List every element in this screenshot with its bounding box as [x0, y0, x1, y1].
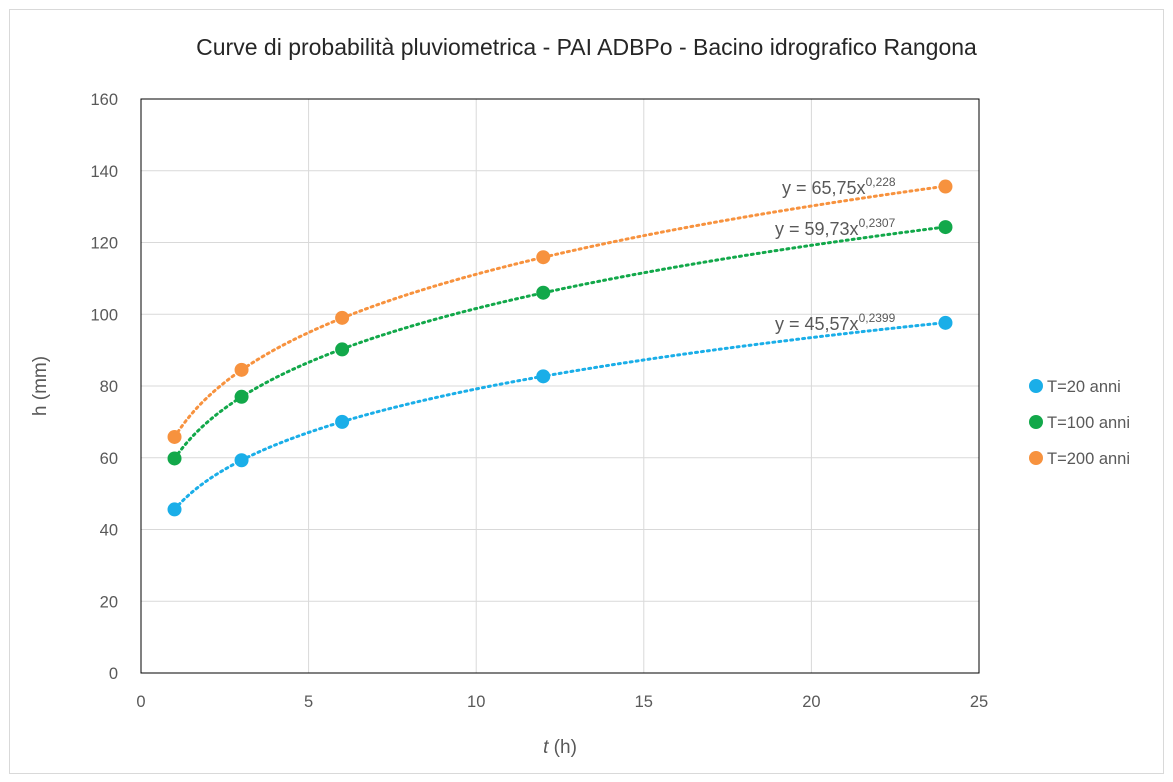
data-point	[167, 451, 182, 466]
legend-marker	[1029, 415, 1043, 429]
legend-label: T=20 anni	[1047, 378, 1121, 396]
data-point	[536, 285, 551, 300]
data-point	[335, 342, 350, 357]
legend-marker	[1029, 451, 1043, 465]
y-tick-label: 140	[90, 163, 118, 181]
equation-exponent: 0,2399	[859, 311, 896, 325]
trendline	[173, 321, 947, 512]
equation-base: y = 59,73x	[775, 219, 859, 239]
equation-exponent: 0,2307	[859, 216, 896, 230]
trendline	[173, 225, 947, 461]
y-tick-label: 40	[100, 522, 118, 540]
trendline	[173, 184, 947, 439]
trendline-equation: y = 45,57x0,2399	[775, 311, 896, 334]
equation-exponent: 0,228	[866, 175, 896, 189]
trendline-equation: y = 59,73x0,2307	[775, 216, 896, 239]
y-tick-label: 160	[90, 91, 118, 109]
x-tick-label: 0	[136, 693, 145, 711]
trendlines	[173, 184, 947, 512]
y-axis-ticks: 0 20 40 60 80 100 120 140 160	[90, 91, 118, 683]
data-points	[167, 179, 953, 517]
x-tick-label: 5	[304, 693, 313, 711]
data-point	[167, 502, 182, 517]
equation-base: y = 65,75x	[782, 178, 866, 198]
trendline-equation: y = 65,75x0,228	[782, 175, 896, 198]
chart-title: Curve di probabilità pluviometrica - PAI…	[196, 34, 977, 60]
x-tick-label: 10	[467, 693, 485, 711]
y-tick-label: 120	[90, 235, 118, 253]
y-tick-label: 60	[100, 450, 118, 468]
chart-area	[9, 9, 1164, 774]
data-point	[234, 389, 249, 404]
x-tick-label: 20	[802, 693, 820, 711]
legend: T=20 anni T=100 anni T=200 anni	[1029, 378, 1130, 468]
legend-label: T=100 anni	[1047, 414, 1130, 432]
x-axis-title-variable: t	[543, 737, 549, 758]
legend-marker	[1029, 379, 1043, 393]
x-tick-label: 25	[970, 693, 988, 711]
x-axis-ticks: 0 5 10 15 20 25	[136, 693, 988, 711]
data-point	[167, 429, 182, 444]
y-tick-label: 0	[109, 665, 118, 683]
y-tick-label: 80	[100, 378, 118, 396]
x-axis-title: t (h)	[543, 737, 577, 758]
trendline-equations: y = 45,57x0,2399 y = 59,73x0,2307 y = 65,7…	[775, 175, 896, 334]
data-point	[335, 310, 350, 325]
equation-base: y = 45,57x	[775, 314, 859, 334]
y-tick-label: 100	[90, 306, 118, 324]
data-point	[536, 250, 551, 265]
legend-label: T=200 anni	[1047, 450, 1130, 468]
data-point	[234, 453, 249, 468]
x-tick-label: 15	[635, 693, 653, 711]
data-point	[234, 362, 249, 377]
data-point	[536, 369, 551, 384]
plot-area	[140, 98, 980, 674]
y-axis-title: h (mm)	[30, 356, 51, 416]
x-axis-title-unit: (h)	[548, 737, 577, 758]
data-point	[938, 220, 953, 235]
data-point	[335, 414, 350, 429]
data-point	[938, 179, 953, 194]
y-tick-label: 20	[100, 593, 118, 611]
data-point	[938, 315, 953, 330]
